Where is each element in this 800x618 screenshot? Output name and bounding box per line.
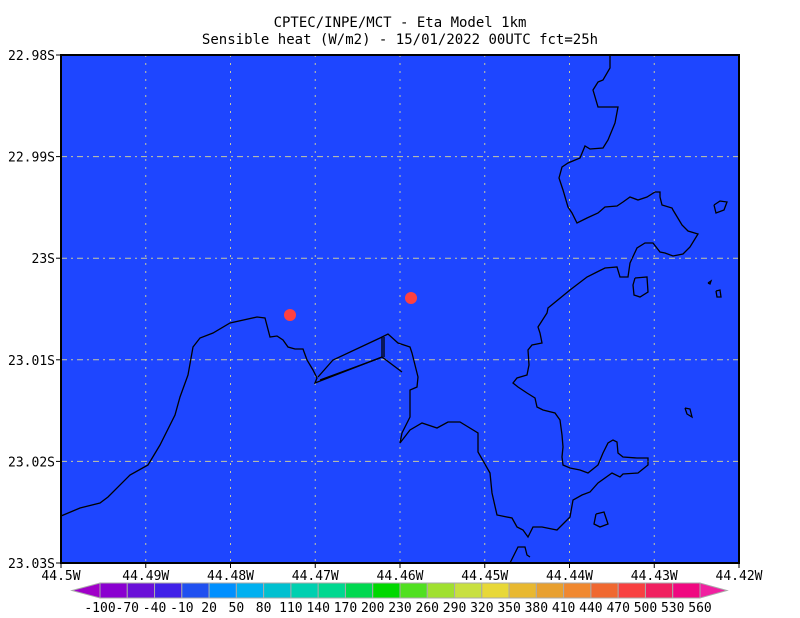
- coastline-segment: [684, 407, 694, 419]
- colorbar-swatch: [208, 582, 237, 599]
- x-tick-label: 44.46W: [377, 569, 424, 584]
- colorbar-swatch: [454, 582, 483, 599]
- colorbar-swatch: [181, 582, 210, 599]
- y-tick-label: 23.01S: [8, 354, 55, 369]
- y-tick-label: 23S: [32, 252, 55, 267]
- colorbar-swatch: [317, 582, 346, 599]
- colorbar-label: 230: [388, 601, 411, 616]
- colorbar-swatch: [535, 582, 565, 599]
- colorbar-label: -100: [84, 601, 115, 616]
- colorbar-swatch: [99, 582, 128, 599]
- colorbar-label: 260: [416, 601, 439, 616]
- colorbar-swatch: [399, 582, 428, 599]
- colorbar: -100 -70 -40 -10 20 50 80 110 140 170 200 230 260 290…: [70, 582, 729, 616]
- colorbar-swatch: [263, 582, 292, 599]
- colorbar-label: 500: [634, 601, 657, 616]
- coastline-segment: [60, 316, 403, 517]
- colorbar-high-extension: [699, 582, 729, 599]
- y-tick-label: 22.98S: [8, 49, 55, 64]
- station-marker: [405, 292, 417, 304]
- colorbar-swatch: [426, 582, 456, 599]
- colorbar-label: 350: [497, 601, 520, 616]
- coastline-segment: [317, 56, 699, 539]
- y-tick-label: 23.02S: [8, 455, 55, 470]
- map-area: [61, 55, 739, 563]
- x-tick-label: 44.49W: [122, 569, 169, 584]
- coastline-segment: [509, 546, 531, 564]
- colorbar-swatch: [290, 582, 319, 599]
- colorbar-label: 560: [688, 601, 711, 616]
- colorbar-swatch: [672, 582, 701, 599]
- colorbar-swatch: [344, 582, 374, 599]
- x-tick-label: 44.47W: [292, 569, 339, 584]
- coastline-segment: [707, 279, 713, 285]
- colorbar-label: 20: [201, 601, 217, 616]
- colorbar-label: 320: [470, 601, 493, 616]
- colorbar-swatch: [126, 582, 156, 599]
- colorbar-label: -40: [143, 601, 166, 616]
- colorbar-label: 530: [661, 601, 684, 616]
- y-tick-label: 23.03S: [8, 557, 55, 572]
- colorbar-label: 140: [306, 601, 329, 616]
- x-tick-label: 44.45W: [461, 569, 508, 584]
- colorbar-swatch: [154, 582, 183, 599]
- colorbar-swatch: [590, 582, 619, 599]
- colorbar-label: -10: [170, 601, 193, 616]
- colorbar-swatch: [563, 582, 592, 599]
- x-tick-label: 44.5W: [41, 569, 80, 584]
- colorbar-label: 380: [525, 601, 548, 616]
- x-tick-label: 44.43W: [631, 569, 678, 584]
- y-axis-ticks: 22.98S 22.99S 23S 23.01S 23.02S 23.03S: [8, 49, 61, 572]
- colorbar-label: 410: [552, 601, 575, 616]
- coastline-segment: [715, 289, 722, 298]
- colorbar-label: -70: [116, 601, 139, 616]
- title-line-2: Sensible heat (W/m2) - 15/01/2022 00UTC …: [202, 32, 598, 48]
- colorbar-label: 200: [361, 601, 384, 616]
- colorbar-swatch: [481, 582, 510, 599]
- gridlines: [61, 55, 739, 563]
- colorbar-label: 290: [443, 601, 466, 616]
- colorbar-low-extension: [70, 582, 101, 599]
- x-tick-label: 44.48W: [207, 569, 254, 584]
- colorbar-label: 470: [606, 601, 629, 616]
- colorbar-label: 80: [256, 601, 272, 616]
- colorbar-swatch: [644, 582, 674, 599]
- colorbar-swatch: [372, 582, 401, 599]
- colorbar-label: 440: [579, 601, 602, 616]
- coastline-segment: [713, 200, 728, 214]
- colorbar-swatch: [508, 582, 537, 599]
- x-tick-label: 44.42W: [716, 569, 763, 584]
- colorbar-label: 110: [279, 601, 302, 616]
- coastline-segment: [319, 357, 381, 381]
- coastline-segment: [593, 511, 609, 528]
- colorbar-swatch: [617, 582, 646, 599]
- x-axis-ticks: 44.5W 44.49W 44.48W 44.47W 44.46W 44.45W 44.44…: [41, 563, 763, 584]
- colorbar-swatch: [235, 582, 265, 599]
- colorbar-label: 50: [229, 601, 245, 616]
- station-marker: [284, 309, 296, 321]
- y-tick-label: 22.99S: [8, 151, 55, 166]
- coastline: [60, 56, 728, 564]
- x-tick-label: 44.44W: [546, 569, 593, 584]
- coastline-segment: [632, 276, 649, 298]
- title-line-1: CPTEC/INPE/MCT - Eta Model 1km: [274, 15, 527, 31]
- colorbar-label: 170: [334, 601, 357, 616]
